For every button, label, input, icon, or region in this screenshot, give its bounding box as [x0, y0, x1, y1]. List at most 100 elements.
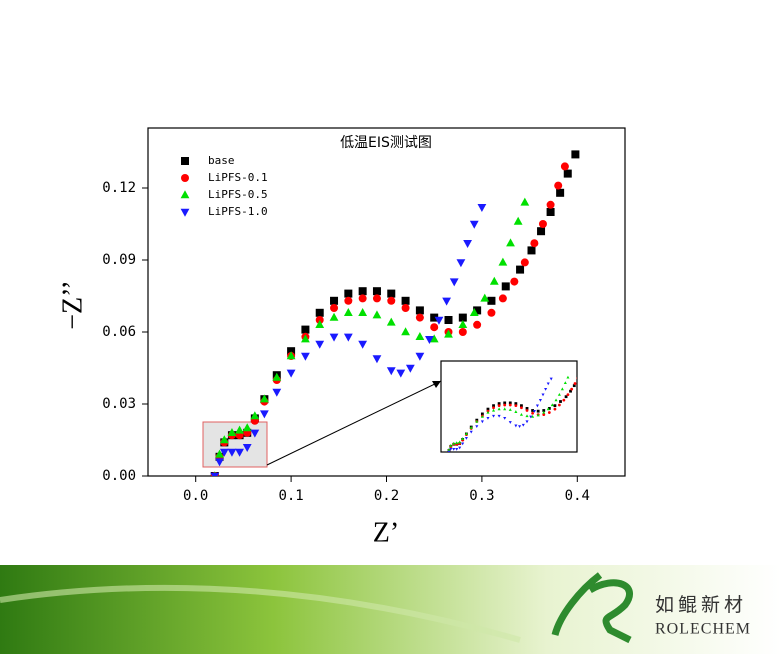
marker — [508, 408, 512, 411]
marker — [547, 407, 551, 410]
marker — [301, 334, 310, 343]
marker — [516, 265, 525, 274]
marker — [529, 415, 533, 419]
marker — [559, 400, 562, 403]
marker — [546, 382, 550, 386]
marker — [572, 384, 576, 388]
marker — [527, 246, 536, 255]
marker — [530, 239, 539, 248]
marker — [444, 329, 453, 338]
marker — [461, 442, 465, 446]
marker — [330, 296, 339, 305]
arrow-head — [432, 381, 441, 388]
marker — [259, 394, 269, 403]
marker — [463, 240, 472, 248]
marker — [564, 395, 568, 399]
marker — [531, 409, 534, 412]
marker — [492, 408, 496, 412]
marker — [401, 296, 410, 305]
marker — [519, 412, 523, 416]
marker — [535, 404, 539, 408]
marker — [242, 423, 252, 432]
marker — [556, 188, 565, 197]
marker — [538, 399, 542, 402]
marker — [301, 325, 310, 334]
marker — [487, 296, 496, 305]
marker — [415, 332, 425, 340]
marker — [570, 387, 574, 391]
marker — [525, 407, 529, 410]
marker — [525, 414, 529, 418]
marker — [469, 308, 479, 316]
marker — [473, 320, 482, 329]
marker — [497, 407, 501, 411]
marker — [358, 340, 368, 349]
marker — [449, 447, 453, 451]
marker — [486, 410, 490, 414]
marker — [272, 388, 282, 397]
marker — [458, 440, 462, 444]
marker — [557, 403, 561, 407]
marker — [566, 375, 570, 379]
x-tick-label: 0.2 — [374, 488, 399, 504]
marker — [576, 377, 577, 380]
marker — [486, 416, 490, 420]
marker — [571, 150, 580, 159]
y-axis-label: −Z’’ — [57, 280, 88, 329]
marker — [181, 174, 189, 182]
x-tick-label: 0.3 — [469, 488, 494, 504]
marker — [372, 294, 381, 303]
marker — [452, 441, 456, 445]
marker — [546, 200, 555, 209]
marker — [480, 412, 484, 416]
marker — [242, 444, 252, 452]
marker — [386, 317, 396, 326]
marker — [449, 443, 453, 447]
marker — [227, 448, 237, 457]
marker — [508, 421, 512, 424]
marker — [497, 404, 501, 408]
marker — [329, 333, 339, 342]
marker — [401, 304, 410, 312]
marker — [508, 401, 512, 405]
y-tick-label: 0.09 — [102, 252, 136, 268]
marker — [469, 220, 479, 229]
marker — [235, 425, 244, 434]
marker — [464, 432, 468, 436]
marker — [553, 407, 557, 411]
marker — [259, 410, 269, 419]
marker — [503, 403, 507, 407]
marker — [514, 410, 518, 413]
logo-mark — [551, 572, 633, 644]
marker — [497, 414, 501, 418]
marker — [569, 389, 572, 393]
marker — [315, 320, 325, 328]
legend-label: LiPFS-1.0 — [208, 205, 268, 218]
marker — [372, 287, 381, 296]
marker — [227, 428, 237, 436]
y-tick-label: 0.06 — [102, 324, 136, 340]
marker — [343, 333, 353, 342]
marker — [358, 287, 367, 296]
marker — [560, 387, 564, 391]
marker — [560, 162, 569, 171]
marker — [503, 401, 507, 405]
marker — [546, 407, 550, 411]
marker — [455, 447, 459, 451]
marker — [497, 402, 501, 405]
marker — [489, 276, 499, 285]
marker — [573, 382, 577, 385]
marker — [442, 297, 452, 306]
marker — [372, 310, 382, 319]
marker — [401, 327, 410, 336]
marker — [449, 278, 459, 287]
marker — [514, 404, 518, 408]
marker — [210, 472, 220, 476]
marker — [415, 352, 425, 361]
marker — [542, 413, 546, 417]
marker — [563, 169, 572, 178]
marker — [546, 208, 555, 216]
marker — [396, 369, 406, 378]
marker — [286, 369, 296, 378]
marker — [475, 419, 479, 423]
